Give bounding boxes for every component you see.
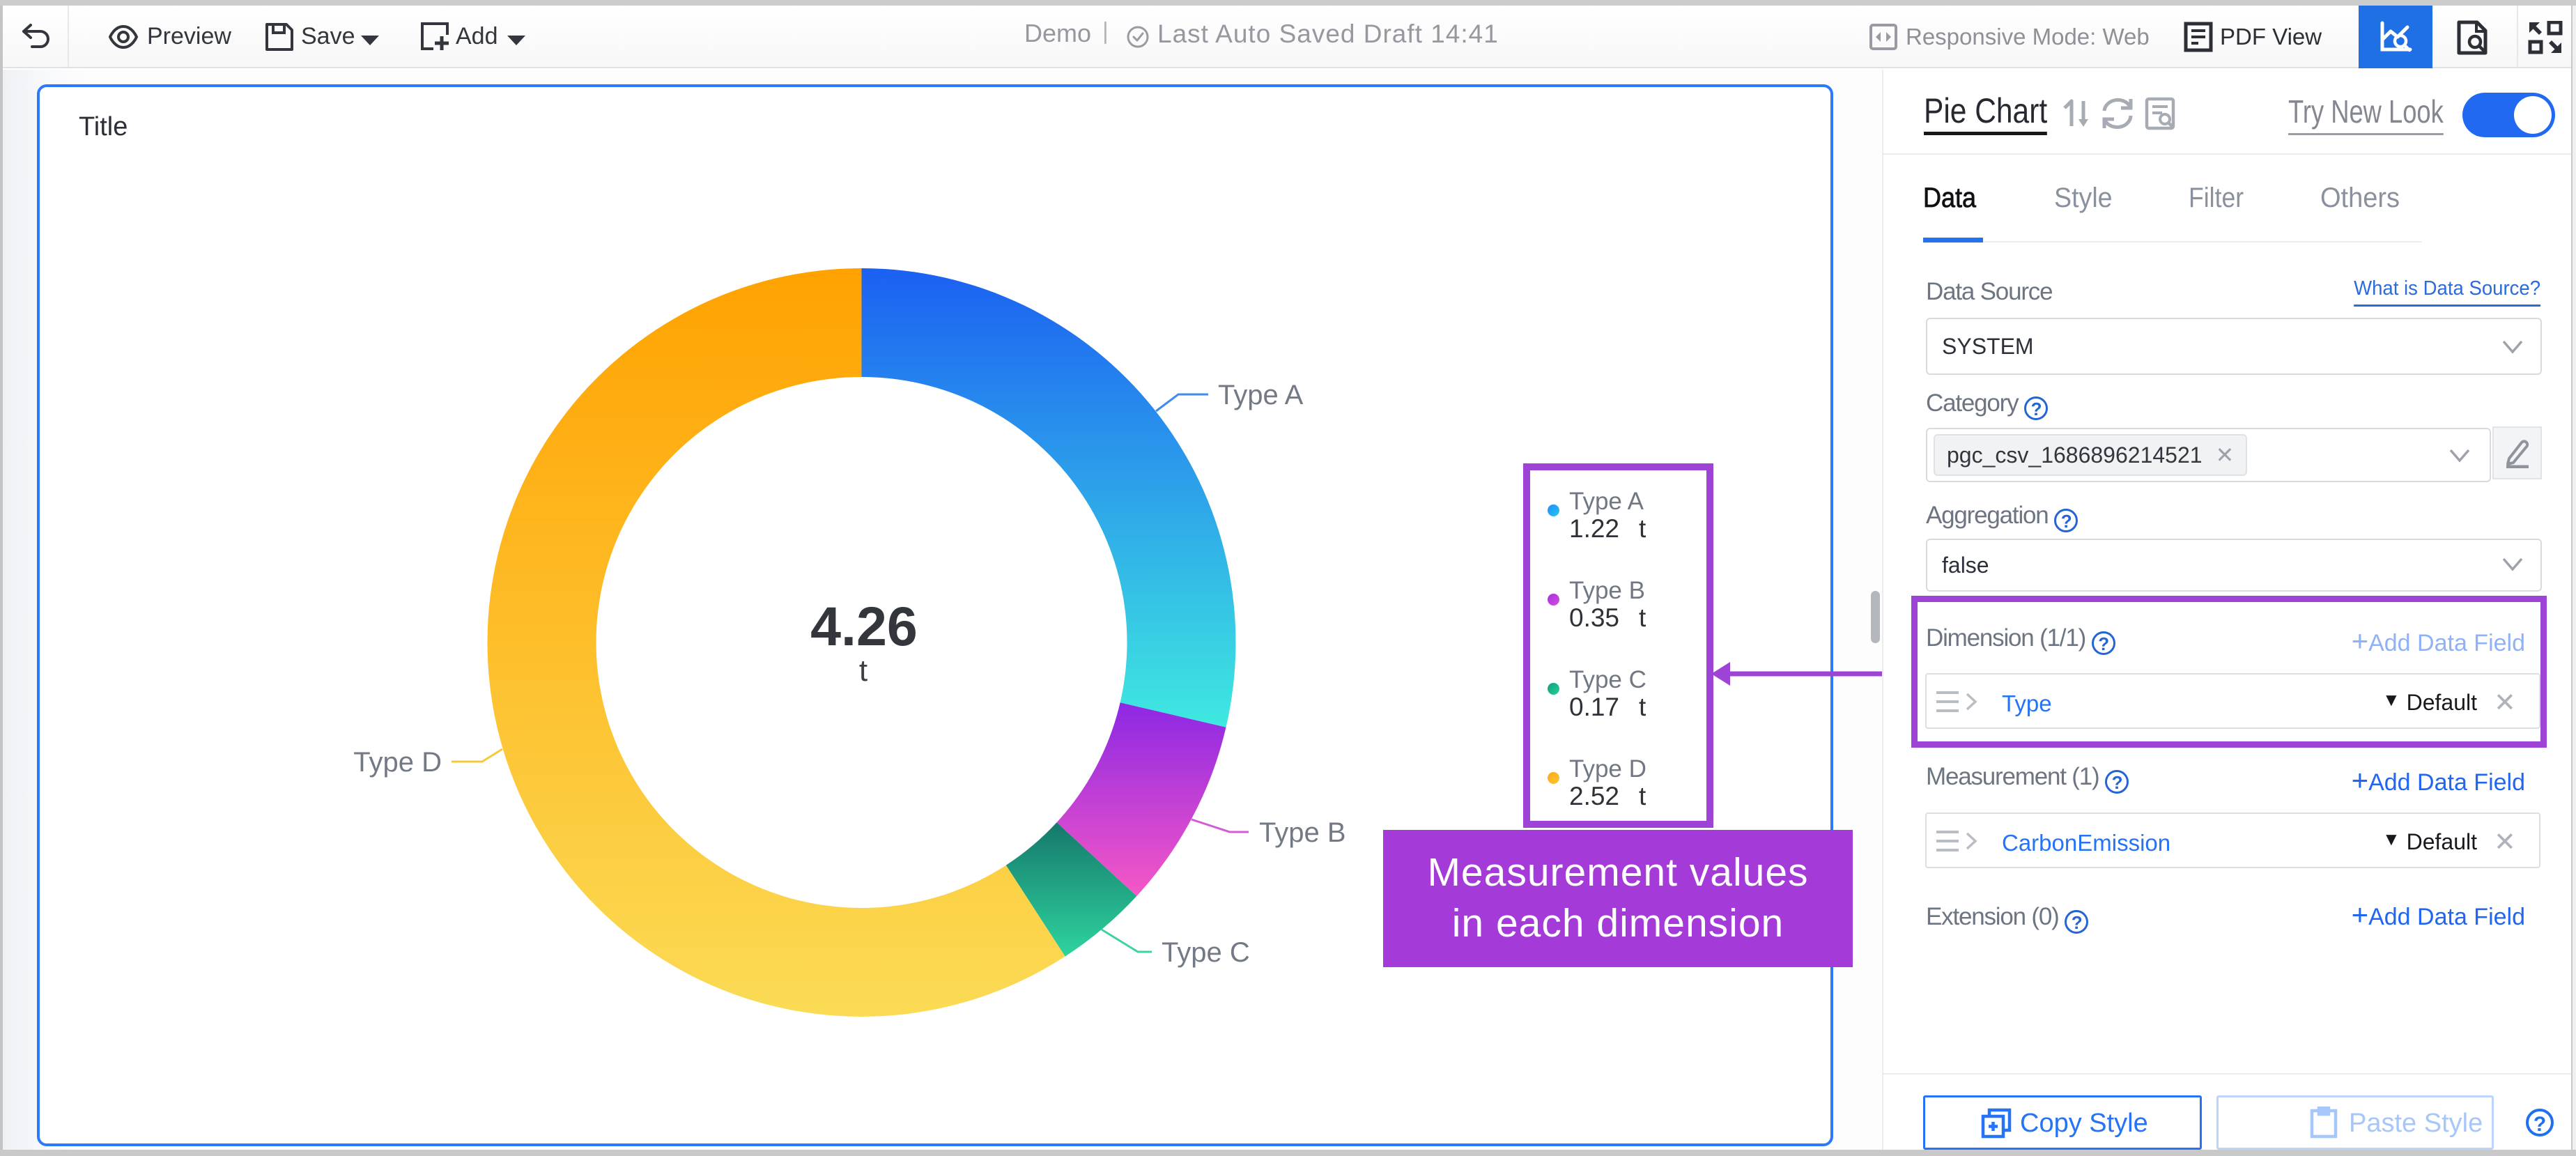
svg-text:4.26: 4.26 xyxy=(810,595,918,657)
svg-text:Type A: Type A xyxy=(1218,380,1304,410)
svg-text:t: t xyxy=(859,654,867,688)
svg-text:Type D: Type D xyxy=(353,747,442,778)
svg-text:Type C: Type C xyxy=(1162,937,1250,968)
svg-text:Type B: Type B xyxy=(1259,817,1346,848)
